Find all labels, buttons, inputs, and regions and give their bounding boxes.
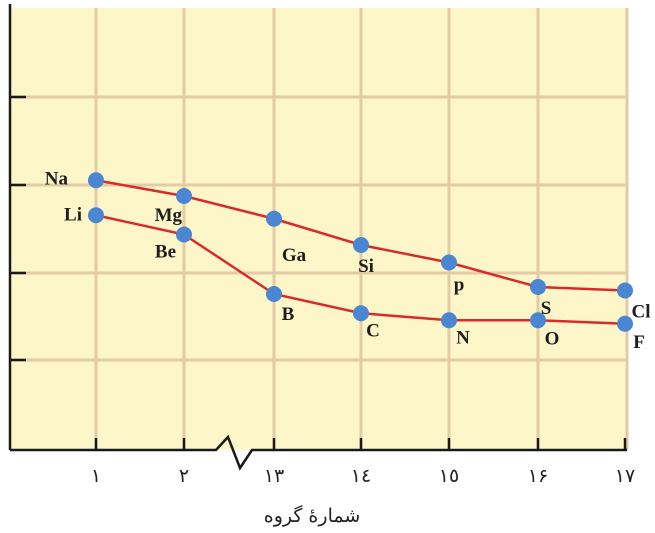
data-point-Si — [353, 237, 369, 253]
data-point-O — [530, 312, 546, 329]
x-tick-labels: ١ ٢ ١٣ ١٤ ١٥ ١۶ ١٧ — [91, 465, 635, 487]
data-point-C — [353, 305, 369, 322]
x-tick-label: ٢ — [179, 465, 189, 487]
point-label-Mg: Mg — [155, 205, 183, 226]
point-label-Ga: Ga — [282, 245, 307, 266]
data-point-N — [441, 312, 457, 329]
point-label-N: N — [456, 327, 470, 348]
data-point-Cl — [617, 282, 633, 299]
data-point-B — [266, 286, 282, 302]
point-label-Na: Na — [45, 168, 69, 189]
point-labels: Na Mg Ga Si p S Cl Li Be B C N O F — [45, 168, 651, 353]
gridlines — [10, 8, 629, 450]
plot-background — [10, 8, 627, 450]
data-point-Mg — [176, 188, 192, 204]
point-label-Be: Be — [155, 242, 176, 263]
x-tick-label: ١٧ — [615, 465, 635, 487]
data-point-S — [530, 279, 546, 295]
x-tick-label: ١٥ — [439, 465, 459, 487]
data-point-F — [617, 315, 633, 332]
point-label-O: O — [545, 328, 560, 349]
x-tick-label: ١٣ — [264, 465, 284, 487]
x-tick-label: ١ — [91, 465, 101, 487]
x-tick-label: ١٤ — [351, 465, 371, 487]
x-axis-title: شمارهٔ گروه — [264, 504, 361, 527]
data-point-p — [441, 254, 457, 271]
point-label-Li: Li — [64, 204, 82, 225]
point-label-F: F — [633, 332, 645, 353]
point-label-B: B — [282, 304, 295, 325]
series-markers — [88, 172, 633, 332]
point-label-S: S — [541, 298, 552, 319]
point-label-C: C — [366, 320, 380, 341]
point-label-Cl: Cl — [632, 302, 651, 323]
x-axis — [10, 434, 627, 471]
x-tick-label: ١۶ — [528, 465, 548, 487]
point-label-Si: Si — [358, 256, 374, 277]
data-point-Ga — [266, 210, 282, 227]
data-point-Na — [88, 172, 104, 189]
point-label-p: p — [454, 275, 465, 296]
data-point-Be — [176, 226, 192, 243]
data-point-Li — [88, 207, 104, 224]
axes — [8, 4, 627, 471]
